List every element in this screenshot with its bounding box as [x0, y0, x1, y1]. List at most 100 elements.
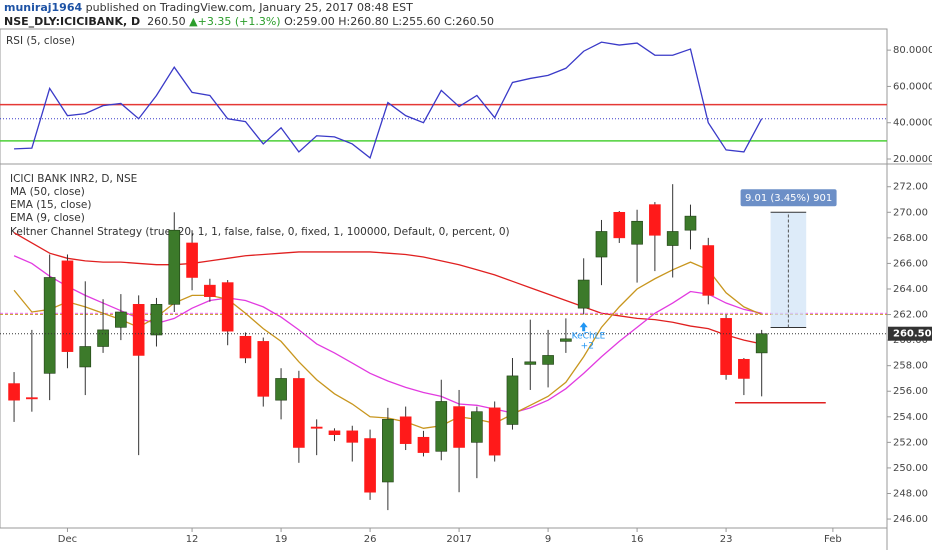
candle-body: [257, 341, 270, 397]
candle-body: [720, 318, 732, 375]
x-tick-label: 26: [364, 534, 377, 545]
x-tick-label: Dec: [58, 534, 77, 545]
c-value: 260.50: [455, 15, 494, 28]
price: 260.50: [147, 15, 186, 28]
candle-body: [97, 329, 109, 347]
last-price-label: 260.50: [893, 329, 932, 340]
candle-body: [506, 375, 519, 425]
candle-body: [471, 411, 483, 443]
measure-label-box: [740, 189, 837, 207]
candle-body: [293, 378, 305, 448]
l-label: L:: [392, 15, 403, 28]
y-tick-label: 80.0000: [893, 45, 932, 56]
candle-body: [382, 419, 394, 483]
h-label: H:: [338, 15, 351, 28]
change-arrow: ▲: [189, 15, 198, 28]
overlay-line: [13, 232, 762, 345]
c-label: C:: [444, 15, 456, 28]
y-tick-label: 250.00: [893, 463, 928, 474]
x-tick-label: 23: [720, 534, 733, 545]
symbol-line: NSE_DLY:ICICIBANK, D 260.50 ▲+3.35 (+1.3…: [4, 15, 494, 29]
symbol: NSE_DLY:ICICIBANK, D: [4, 15, 141, 28]
candle-body: [204, 284, 216, 297]
candle-body: [666, 231, 679, 246]
overlay-line: [13, 255, 762, 414]
last-price-box: [888, 326, 932, 341]
y-tick-label: 20.0000: [893, 154, 932, 165]
candle-body: [595, 231, 608, 258]
y-tick-label: 264.00: [893, 284, 928, 295]
candle-body: [649, 204, 661, 236]
candle-body: [150, 304, 163, 336]
y-tick-label: 248.00: [893, 488, 928, 499]
y-tick-label: 254.00: [893, 412, 928, 423]
candle-body: [364, 438, 376, 493]
candle-body: [453, 406, 465, 448]
y-tick-label: 270.00: [893, 207, 928, 218]
candle-body: [310, 426, 323, 429]
candle-body: [61, 260, 74, 352]
candle-body: [168, 229, 181, 305]
candle-body: [755, 333, 768, 354]
published: published on TradingView.com, January 25…: [85, 1, 413, 14]
rsi-line: [14, 41, 763, 160]
candle-body: [239, 335, 252, 359]
legend-entry: MA (50, close): [10, 186, 85, 198]
change: +3.35 (+1.3%): [197, 15, 281, 28]
candle-body: [186, 242, 198, 278]
signal-arrow: [579, 322, 588, 332]
y-tick-label: 272.00: [893, 182, 928, 193]
x-tick-label: Feb: [824, 534, 842, 545]
y-tick-label: 266.00: [893, 258, 928, 269]
user: muniraj1964: [4, 1, 83, 14]
candle-body: [399, 416, 412, 444]
candle-body: [577, 279, 590, 309]
y-tick-label: 258.00: [893, 361, 928, 372]
candle-body: [613, 211, 626, 239]
x-tick-label: 12: [186, 534, 199, 545]
signal-qty: +2: [581, 342, 594, 352]
candle-body: [435, 401, 448, 452]
y-tick-label: 256.00: [893, 386, 928, 397]
candle-body: [488, 407, 501, 456]
l-value: 255.60: [402, 15, 441, 28]
legend-entry: EMA (9, close): [10, 212, 85, 224]
x-tick-label: 9: [545, 534, 551, 545]
candle-body: [275, 378, 287, 401]
y-tick-label: 40.0000: [893, 118, 932, 129]
candle-body: [8, 383, 20, 401]
candle-body: [542, 355, 554, 365]
o-label: O:: [284, 15, 297, 28]
x-tick-label: 16: [631, 534, 644, 545]
candle-body: [346, 430, 359, 443]
header: muniraj1964 published on TradingView.com…: [4, 1, 494, 29]
candle-body: [702, 245, 715, 296]
candle-body: [79, 346, 92, 368]
candle-body: [132, 304, 145, 356]
publish-line: muniraj1964 published on TradingView.com…: [4, 1, 494, 15]
y-tick-label: 246.00: [893, 514, 928, 525]
candle-body: [221, 282, 234, 332]
pane-title: ICICI BANK INR2, D, NSE: [10, 173, 137, 185]
h-value: 260.80: [350, 15, 389, 28]
o-value: 259.00: [296, 15, 335, 28]
y-tick-label: 252.00: [893, 437, 928, 448]
candle-body: [43, 277, 56, 374]
candle-body: [738, 358, 750, 379]
y-tick-label: 268.00: [893, 233, 928, 244]
y-tick-label: 262.00: [893, 310, 928, 321]
x-tick-label: 19: [275, 534, 288, 545]
candle-body: [524, 361, 537, 365]
candle-body: [115, 311, 127, 328]
candle-body: [26, 397, 38, 400]
x-tick-label: 2017: [446, 534, 471, 545]
candle-body: [560, 338, 572, 342]
candle-body: [328, 430, 341, 435]
signal-label: KeChLE: [572, 332, 606, 342]
candle-body: [684, 215, 697, 231]
candle-body: [417, 436, 430, 453]
measure-label: 9.01 (3.45%) 901: [745, 193, 832, 204]
overlay-line: [13, 261, 762, 429]
